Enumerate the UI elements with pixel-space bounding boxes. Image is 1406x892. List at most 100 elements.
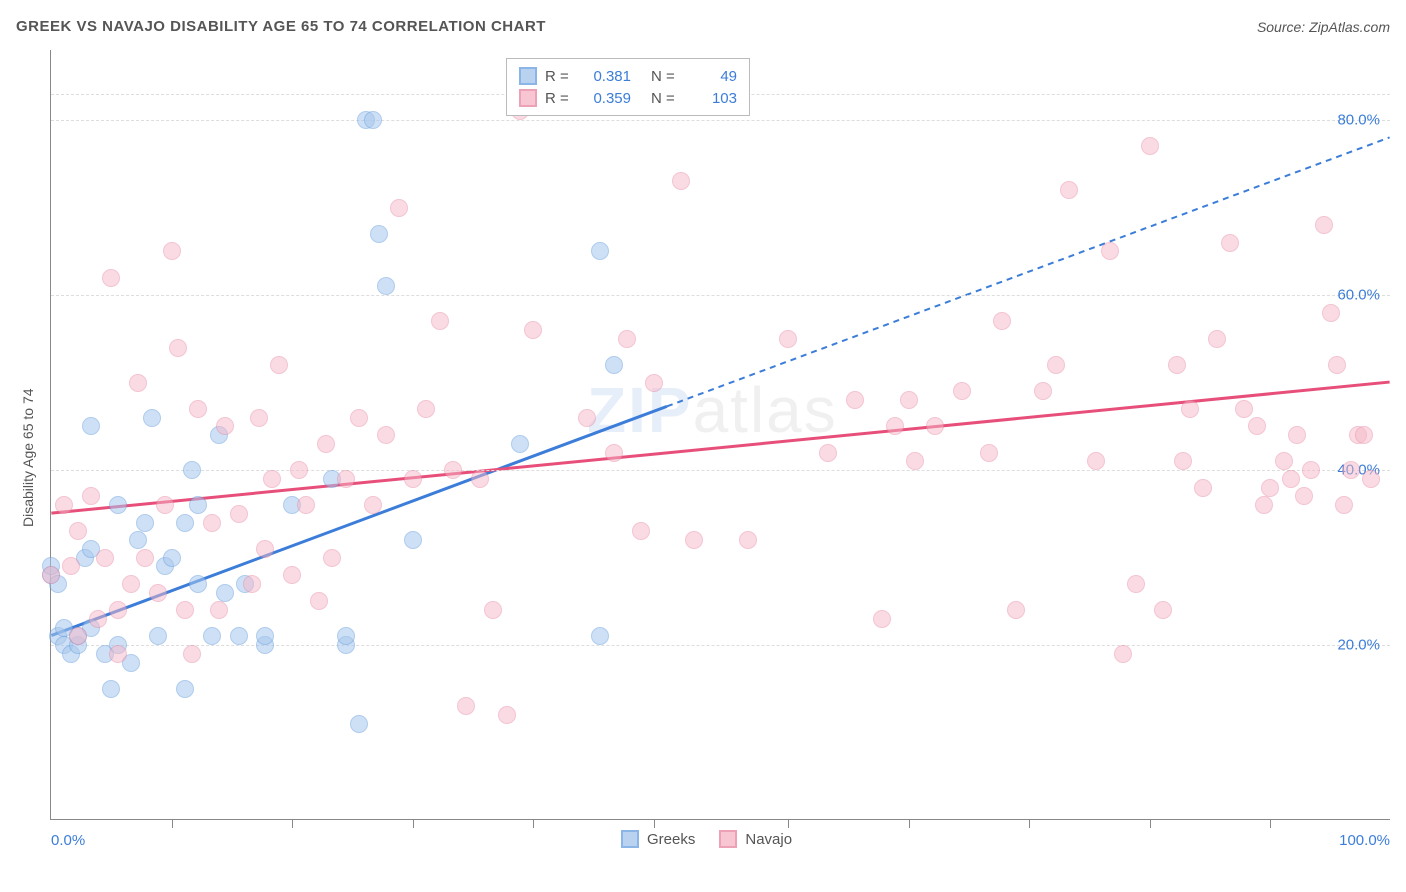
data-point (1034, 382, 1052, 400)
data-point (149, 627, 167, 645)
trend-line-dashed (667, 137, 1390, 406)
x-tick-label: 100.0% (1339, 832, 1390, 849)
data-point (591, 242, 609, 260)
data-point (1282, 470, 1300, 488)
data-point (1087, 452, 1105, 470)
x-tick (909, 820, 910, 828)
data-point (189, 400, 207, 418)
x-tick (292, 820, 293, 828)
data-point (102, 680, 120, 698)
watermark: ZIPatlas (587, 373, 838, 447)
data-point (149, 584, 167, 602)
legend-item: Navajo (719, 830, 792, 848)
data-point (62, 557, 80, 575)
data-point (591, 627, 609, 645)
data-point (297, 496, 315, 514)
data-point (1322, 304, 1340, 322)
legend-row: R =0.381N =49 (519, 65, 737, 87)
data-point (189, 575, 207, 593)
legend-row: R =0.359N =103 (519, 87, 737, 109)
data-point (203, 627, 221, 645)
gridline (51, 645, 1390, 646)
data-point (1154, 601, 1172, 619)
watermark-thin: atlas (693, 374, 838, 446)
gridline (51, 120, 1390, 121)
data-point (404, 531, 422, 549)
data-point (1168, 356, 1186, 374)
y-tick-label: 20.0% (1337, 637, 1380, 654)
x-tick-label: 0.0% (51, 832, 85, 849)
data-point (337, 627, 355, 645)
data-point (210, 601, 228, 619)
data-point (1221, 234, 1239, 252)
data-point (1235, 400, 1253, 418)
gridline (51, 470, 1390, 471)
data-point (1255, 496, 1273, 514)
data-point (1362, 470, 1380, 488)
data-point (390, 199, 408, 217)
legend-n-value: 103 (687, 90, 737, 107)
data-point (1114, 645, 1132, 663)
data-point (122, 575, 140, 593)
data-point (176, 601, 194, 619)
legend-n-label: N = (651, 68, 679, 85)
data-point (524, 321, 542, 339)
data-point (444, 461, 462, 479)
data-point (1141, 137, 1159, 155)
legend-series-name: Navajo (745, 831, 792, 848)
data-point (290, 461, 308, 479)
data-point (953, 382, 971, 400)
data-point (846, 391, 864, 409)
data-point (1295, 487, 1313, 505)
data-point (377, 277, 395, 295)
data-point (1181, 400, 1199, 418)
data-point (69, 522, 87, 540)
data-point (102, 269, 120, 287)
correlation-legend: R =0.381N =49R =0.359N =103 (506, 58, 750, 116)
data-point (230, 505, 248, 523)
data-point (163, 549, 181, 567)
data-point (176, 680, 194, 698)
data-point (632, 522, 650, 540)
y-axis-label: Disability Age 65 to 74 (20, 389, 36, 528)
data-point (136, 549, 154, 567)
data-point (377, 426, 395, 444)
data-point (1101, 242, 1119, 260)
data-point (263, 470, 281, 488)
data-point (136, 514, 154, 532)
legend-swatch (621, 830, 639, 848)
data-point (980, 444, 998, 462)
data-point (82, 417, 100, 435)
data-point (1007, 601, 1025, 619)
x-tick (654, 820, 655, 828)
data-point (243, 575, 261, 593)
legend-n-label: N = (651, 90, 679, 107)
data-point (216, 417, 234, 435)
data-point (256, 540, 274, 558)
data-point (886, 417, 904, 435)
x-tick (1029, 820, 1030, 828)
trend-lines-svg (51, 50, 1390, 819)
data-point (498, 706, 516, 724)
data-point (183, 645, 201, 663)
data-point (69, 627, 87, 645)
data-point (578, 409, 596, 427)
data-point (1328, 356, 1346, 374)
data-point (156, 496, 174, 514)
legend-swatch (519, 67, 537, 85)
legend-r-value: 0.359 (581, 90, 631, 107)
data-point (1060, 181, 1078, 199)
data-point (605, 356, 623, 374)
legend-r-value: 0.381 (581, 68, 631, 85)
source-label: Source: ZipAtlas.com (1257, 19, 1390, 35)
data-point (1342, 461, 1360, 479)
data-point (283, 566, 301, 584)
data-point (484, 601, 502, 619)
y-tick-label: 60.0% (1337, 287, 1380, 304)
data-point (1335, 496, 1353, 514)
data-point (457, 697, 475, 715)
data-point (109, 601, 127, 619)
x-tick (1150, 820, 1151, 828)
data-point (350, 409, 368, 427)
data-point (404, 470, 422, 488)
